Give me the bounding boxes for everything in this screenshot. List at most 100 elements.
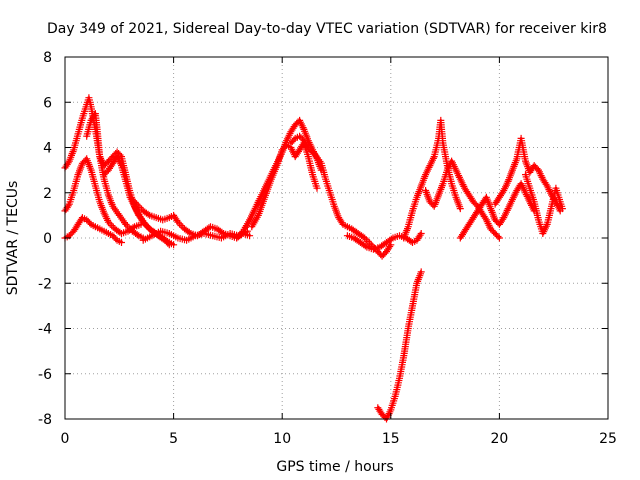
data-point [380,413,384,416]
data-point [294,155,297,158]
data-point [302,139,306,142]
data-point [363,236,366,240]
data-point [506,180,510,183]
data-point [102,178,106,181]
data-point [528,200,531,203]
data-point [433,155,436,158]
data-point [385,250,388,253]
series-markers [374,268,425,423]
data-point [107,221,110,224]
data-point [372,248,375,251]
data-point [148,214,151,217]
data-point [72,230,75,233]
data-point [359,241,362,244]
data-point [85,157,88,160]
data-point [161,236,164,240]
data-point [111,162,115,165]
data-point [480,211,484,215]
data-point [450,159,453,163]
data-point [559,200,562,203]
data-point [485,196,488,199]
y-tick-label: 6 [43,95,52,111]
data-point [411,209,414,213]
data-point [202,232,206,235]
data-point [446,168,449,172]
data-point [511,168,514,172]
data-point [498,196,501,199]
series-sat-l [374,268,425,423]
data-point [352,236,356,240]
series-sat-c [61,214,125,246]
data-point [124,180,128,183]
y-tick-label: -6 [38,367,52,383]
data-point [185,239,188,242]
data-point [307,146,310,149]
data-point [357,232,360,235]
data-point [107,168,110,172]
data-point [515,157,518,160]
y-tick-label: -4 [38,322,52,338]
data-point [420,184,423,188]
data-point [189,232,193,235]
data-point [398,234,401,237]
data-point [524,191,527,194]
y-tick-label: 4 [43,141,52,157]
data-point [126,230,130,233]
data-point [493,232,497,235]
data-point [533,200,536,203]
data-point [298,135,301,138]
data-point [129,196,132,199]
data-point [476,209,479,213]
data-point [248,234,251,237]
data-point [248,218,251,222]
data-point [120,232,123,235]
x-tick-label: 5 [169,431,178,447]
data-point [102,173,106,176]
data-point [450,182,453,185]
data-point [115,155,119,158]
data-point [94,184,97,188]
data-point [511,198,514,201]
data-point [398,377,401,380]
data-point [133,225,136,228]
data-point [485,218,488,222]
axis-ticks [64,56,609,420]
data-point [502,189,505,192]
data-point [81,116,84,120]
data-point [393,395,397,398]
data-point [320,162,323,165]
data-point [407,327,410,330]
data-point [313,153,316,156]
data-point [89,168,93,172]
series-markers [400,116,464,242]
data-point [533,164,536,167]
data-point [307,139,310,142]
series-sat-q [522,171,566,237]
chart-title: Day 349 of 2021, Sidereal Day-to-day VTE… [47,21,607,37]
data-point [211,234,214,237]
data-point [524,173,527,176]
data-point [337,216,340,219]
series-sat-g [139,227,251,244]
data-point [537,168,540,172]
data-point [459,236,462,240]
data-point [68,234,71,237]
data-point [537,218,540,222]
data-point [489,227,492,231]
data-point [168,241,171,244]
data-point [94,225,97,228]
x-axis-title: GPS time / hours [276,459,393,475]
data-point [467,223,471,226]
data-point [433,205,436,208]
data-point [215,227,219,231]
data-point [76,132,80,136]
data-point [72,189,75,192]
data-point [489,207,492,210]
data-point [142,239,145,242]
data-point [209,225,212,228]
data-point [68,202,71,206]
data-point [89,119,93,122]
y-tick-label: -2 [38,276,52,292]
data-point [148,227,151,231]
data-point [437,193,440,197]
